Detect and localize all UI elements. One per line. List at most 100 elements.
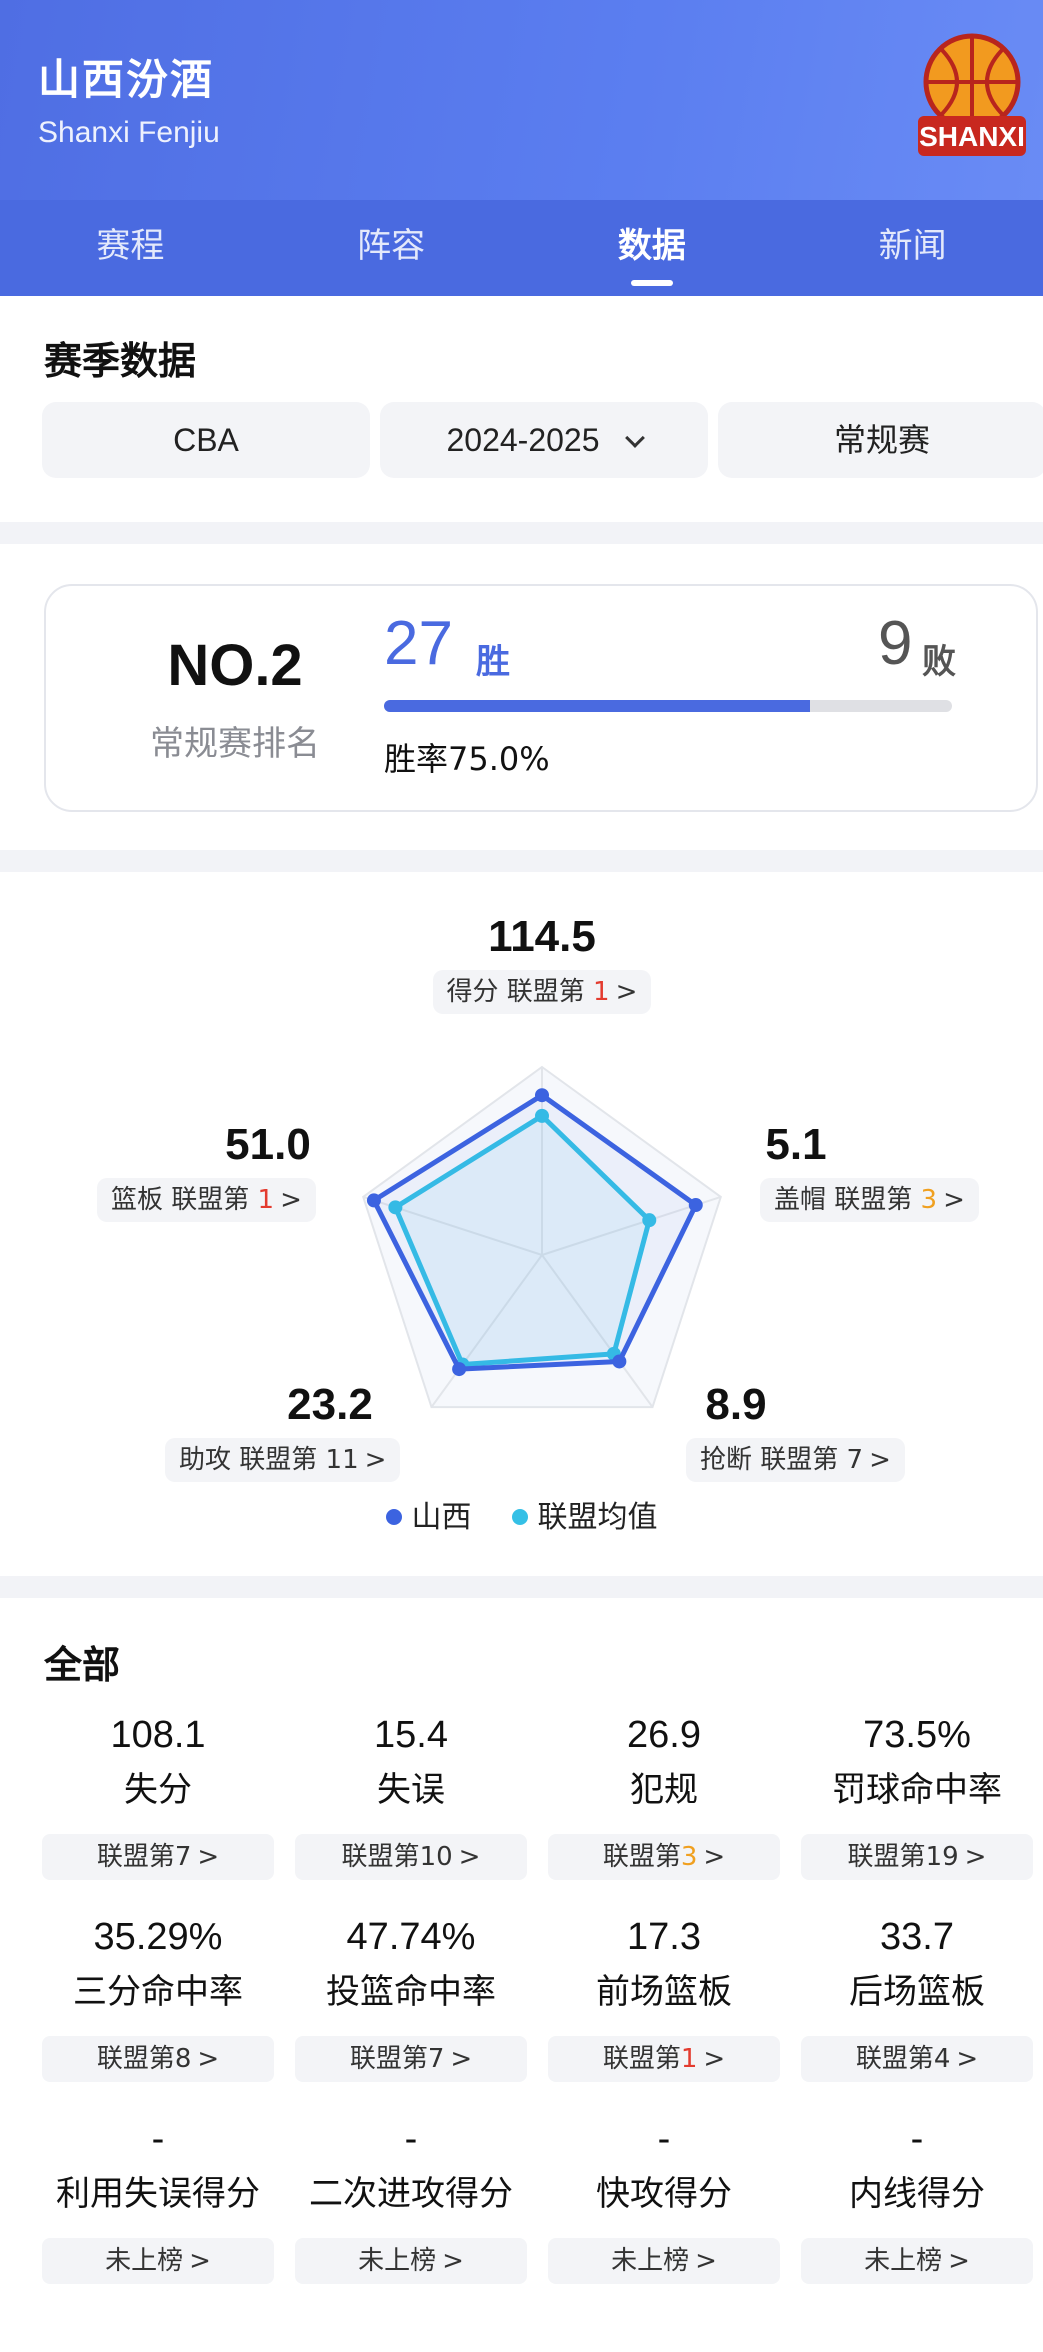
stat-name: 罚球命中率 — [832, 1770, 1002, 1810]
radar-rank-label: 篮板 联盟第 — [111, 1185, 258, 1215]
ranking-section: NO.2 常规赛排名 27 胜 9 败 胜率75.0% — [0, 544, 1043, 850]
stat-rank-number: 4 — [933, 2044, 951, 2074]
rank-label: 常规赛排名 — [150, 724, 320, 764]
stat-name: 快攻得分 — [596, 2174, 732, 2214]
stat-value: 26.9 — [627, 1714, 701, 1756]
radar-rank-rebounds[interactable]: 篮板 联盟第 1 > — [97, 1178, 316, 1222]
tab-roster[interactable]: 阵容 — [357, 226, 426, 266]
stat-value: 73.5% — [863, 1714, 971, 1756]
stat-rank-button[interactable]: 联盟第4 > — [801, 2036, 1033, 2082]
season-type-select[interactable]: 常规赛 — [718, 402, 1043, 478]
stat-rank-button[interactable]: 未上榜 > — [295, 2238, 527, 2284]
stat-cell: 35.29% 三分命中率联盟第8 > — [42, 1912, 274, 2114]
stat-name: 三分命中率 — [73, 1972, 243, 2012]
radar-point-team-points — [535, 1088, 549, 1103]
wins-label: 胜 — [476, 642, 510, 682]
chevron-right-icon: > — [442, 2246, 464, 2276]
radar-axis — [430, 1254, 543, 1408]
stat-cell: 33.7 后场篮板联盟第4 > — [801, 1912, 1033, 2114]
stat-cell: - 快攻得分 未上榜 > — [548, 2114, 780, 2316]
stat-rank-button[interactable]: 联盟第7 > — [295, 2036, 527, 2082]
season-title: 赛季数据 — [44, 339, 197, 383]
stat-cell: 17.3 前场篮板 联盟第1 > — [548, 1912, 780, 2114]
stat-rank-button[interactable]: 未上榜 > — [42, 2238, 274, 2284]
stat-name: 内线得分 — [849, 2174, 985, 2214]
radar-rank-assists[interactable]: 助攻 联盟第 11 > — [165, 1438, 401, 1482]
stat-value: 35.29% — [93, 1916, 223, 1958]
stat-cell: 73.5% 罚球命中率联盟第19 > — [801, 1710, 1033, 1912]
stat-rank-number: 1 — [680, 2044, 698, 2074]
radar-series-league — [392, 1113, 652, 1368]
stat-rank-button[interactable]: 联盟第7 > — [42, 1834, 274, 1880]
win-rate-bar — [384, 700, 952, 712]
stat-rank-button[interactable]: 联盟第10 > — [295, 1834, 527, 1880]
stat-value: 15.4 — [374, 1714, 448, 1756]
tab-news[interactable]: 新闻 — [878, 226, 947, 266]
season-type-value: 常规赛 — [833, 422, 930, 458]
stat-value: - — [151, 2118, 165, 2160]
stat-cell: - 内线得分 未上榜 > — [801, 2114, 1033, 2316]
losses-label: 败 — [922, 642, 956, 682]
radar-rank-blocks[interactable]: 盖帽 联盟第 3 > — [760, 1178, 979, 1222]
stat-name: 失分 — [124, 1770, 192, 1810]
chevron-right-icon: > — [948, 2246, 970, 2276]
stat-name: 二次进攻得分 — [309, 2174, 513, 2214]
radar-rank-label: 得分 联盟第 — [446, 977, 594, 1007]
stat-rank-button[interactable]: 未上榜 > — [801, 2238, 1033, 2284]
legend-league: 联盟均值 — [511, 1492, 658, 1536]
tab-schedule[interactable]: 赛程 — [96, 226, 165, 266]
radar-rank-points[interactable]: 得分 联盟第 1 > — [432, 970, 652, 1014]
stat-rank-button[interactable]: 联盟第1 > — [548, 2036, 780, 2082]
stat-cell: 47.74% 投篮命中率 联盟第7 > — [295, 1912, 527, 2114]
legend-team-label: 山西 — [411, 1500, 472, 1535]
stat-rank-button[interactable]: 联盟第8 > — [42, 2036, 274, 2082]
stat-rank-button[interactable]: 联盟第19 > — [801, 1834, 1033, 1880]
win-rate-bar-fill — [384, 700, 810, 712]
stat-cell: - 二次进攻得分 未上榜 > — [295, 2114, 527, 2316]
legend-league-label: 联盟均值 — [537, 1500, 658, 1535]
stat-rank-label: 联盟第 — [602, 1842, 681, 1872]
stat-rank-label: 联盟第 — [847, 1842, 926, 1872]
season-year-select[interactable]: 2024-2025 — [380, 402, 708, 478]
chevron-right-icon: > — [703, 2044, 726, 2074]
stat-value: 33.7 — [880, 1916, 954, 1958]
tab-stats[interactable]: 数据 — [522, 200, 783, 296]
all-stats-title: 全部 — [44, 1643, 121, 1687]
team-logo-icon: SHANXI — [918, 33, 1026, 156]
losses-count: 9 — [878, 609, 913, 678]
chevron-down-icon — [624, 428, 645, 448]
legend-league-dot — [511, 1509, 528, 1525]
league-select[interactable]: CBA — [42, 402, 370, 478]
stat-cell: 15.4 失误联盟第10 > — [295, 1710, 527, 1912]
stat-rank-number: 3 — [680, 1842, 698, 1872]
all-stats-section: 全部 108.1 失分 联盟第7 >15.4 失误 联盟第10 >26.9 犯规 联盟第3 >73… — [0, 1598, 1043, 2338]
stat-rank-label: 未上榜 — [358, 2246, 437, 2276]
stat-name: 失误 — [377, 1770, 445, 1810]
stat-rank-number: 7 — [174, 1842, 192, 1872]
stat-value: 17.3 — [627, 1916, 701, 1958]
stats-grid: 108.1 失分 联盟第7 >15.4 失误 联盟第10 >26.9 犯规 联盟第3 >73.5%… — [42, 1710, 1038, 2316]
stat-rank-button[interactable]: 未上榜 > — [548, 2238, 780, 2284]
radar-point-team-steals — [612, 1354, 627, 1369]
chevron-right-icon: > — [943, 1185, 965, 1215]
stat-rank-label: 联盟第 — [96, 2044, 175, 2074]
stat-name: 后场篮板 — [849, 1972, 985, 2012]
ranking-card: NO.2 常规赛排名 27 胜 9 败 胜率75.0% — [44, 584, 1038, 812]
radar-section: 114.5 得分 联盟第 1 >5.1 盖帽 联盟第 3 >8.9 抢断 联盟第 7 >23… — [0, 872, 1043, 1576]
stat-rank-button[interactable]: 联盟第3 > — [548, 1834, 780, 1880]
chevron-right-icon: > — [197, 2044, 220, 2074]
radar-point-team-rebounds — [366, 1193, 381, 1208]
stat-rank-label: 联盟第 — [96, 1842, 175, 1872]
radar-axis — [541, 1254, 654, 1408]
radar-series-team — [371, 1092, 699, 1372]
stat-rank-label: 未上榜 — [864, 2246, 943, 2276]
stat-value: 47.74% — [346, 1916, 476, 1958]
radar-rank-label: 抢断 联盟第 — [700, 1445, 847, 1475]
radar-point-league-rebounds — [388, 1200, 403, 1215]
chevron-right-icon: > — [197, 1842, 220, 1872]
season-filters: CBA 2024-2025 常规赛 — [42, 402, 1043, 478]
chevron-right-icon: > — [615, 977, 638, 1007]
radar-chart — [362, 1065, 722, 1409]
chevron-right-icon: > — [695, 2246, 717, 2276]
radar-rank-steals[interactable]: 抢断 联盟第 7 > — [686, 1438, 905, 1482]
